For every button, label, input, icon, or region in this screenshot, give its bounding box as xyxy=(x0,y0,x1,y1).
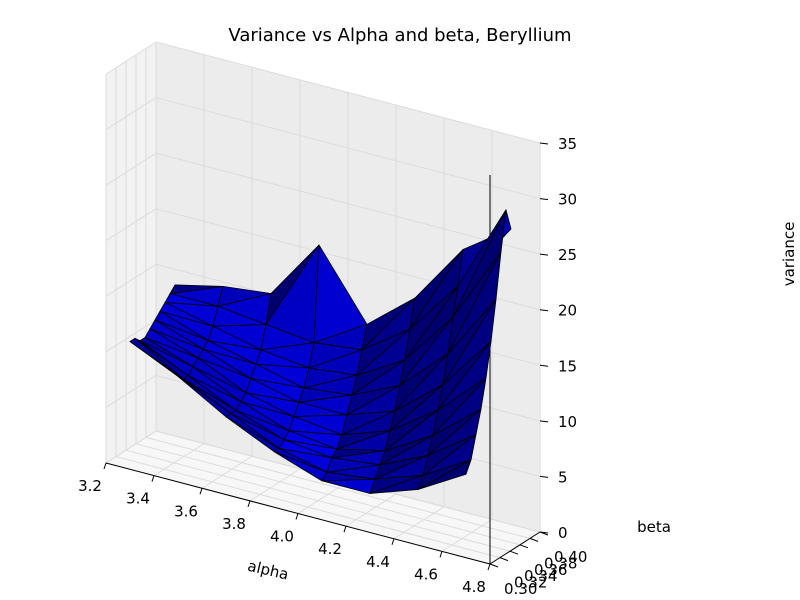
y-tick-mark xyxy=(529,537,539,542)
y-axis-label: beta xyxy=(637,518,671,536)
y-tick-label: 0.40 xyxy=(554,548,587,566)
grid-line xyxy=(105,208,157,242)
grid-line xyxy=(105,41,157,75)
z-tick-label: 35 xyxy=(558,135,577,153)
grid-line xyxy=(105,375,157,408)
surface-facet xyxy=(417,459,472,490)
grid-line xyxy=(135,443,521,546)
surface-plot xyxy=(129,209,512,494)
y-tick-mark xyxy=(509,550,519,555)
z-tick-mark xyxy=(539,531,549,534)
y-tick-mark xyxy=(489,563,499,568)
tick-labels: 3.23.43.63.84.04.24.44.64.8 0.300.320.340… xyxy=(78,135,587,598)
grid-line xyxy=(155,41,541,144)
z-tick-mark xyxy=(539,253,549,256)
left-pane xyxy=(106,42,156,463)
grid-line xyxy=(441,518,493,552)
x-tick-label: 4.0 xyxy=(270,528,294,546)
z-axis-label: variance xyxy=(780,222,798,287)
grid-line xyxy=(153,443,205,477)
grid-line xyxy=(105,97,157,130)
z-tick-mark xyxy=(539,198,549,201)
grid-line xyxy=(249,468,301,502)
z-tick-mark xyxy=(539,364,549,367)
y-tick-label: 0.34 xyxy=(524,567,557,585)
x-tick-mark xyxy=(295,513,299,520)
y-axis-line xyxy=(489,531,541,565)
z-tick-mark xyxy=(539,420,549,423)
grid-line xyxy=(201,455,253,489)
x-tick-label: 3.8 xyxy=(222,515,246,533)
x-tick-mark xyxy=(199,488,203,495)
z-tick-mark xyxy=(539,142,549,145)
x-tick-label: 4.4 xyxy=(366,553,390,571)
x-tick-mark xyxy=(391,538,395,545)
grid-line xyxy=(105,430,157,464)
z-tick-label: 30 xyxy=(558,191,577,209)
z-tick-label: 25 xyxy=(558,246,577,264)
y-tick-label: 0.32 xyxy=(514,574,547,592)
x-tick-label: 4.6 xyxy=(414,565,438,583)
grid-line xyxy=(393,506,445,540)
x-tick-label: 3.4 xyxy=(126,490,150,508)
z-tick-mark xyxy=(539,309,549,312)
grid-line xyxy=(155,97,541,200)
y-tick-mark xyxy=(519,544,529,549)
z-tick-label: 15 xyxy=(558,357,577,375)
grid-line xyxy=(145,436,531,539)
z-tick-label: 0 xyxy=(558,524,568,542)
z-tick-label: 5 xyxy=(558,468,568,486)
x-tick-mark xyxy=(487,563,491,571)
z-tick-label: 10 xyxy=(558,413,577,431)
grid-line xyxy=(345,493,397,527)
x-tick-label: 3.2 xyxy=(78,477,102,495)
z-tick-mark xyxy=(539,475,549,478)
x-tick-mark xyxy=(439,551,443,558)
chart-title: Variance vs Alpha and beta, Beryllium xyxy=(228,25,571,46)
x-axis-label: alpha xyxy=(246,557,291,584)
grid-line xyxy=(105,319,157,353)
grid-line xyxy=(155,152,541,255)
grid-line xyxy=(115,456,501,559)
grid-line xyxy=(297,481,349,514)
grid-line xyxy=(105,263,157,297)
x-tick-label: 4.8 xyxy=(462,578,486,596)
x-tick-mark xyxy=(151,475,155,482)
x-tick-label: 4.2 xyxy=(318,540,342,558)
x-tick-mark xyxy=(247,500,251,508)
grid-line xyxy=(125,449,511,552)
x-tick-label: 3.6 xyxy=(174,502,198,520)
y-tick-mark xyxy=(499,557,509,562)
grid-line xyxy=(105,152,157,186)
x-tick-mark xyxy=(103,462,107,470)
z-tick-label: 20 xyxy=(558,302,577,320)
x-tick-mark xyxy=(343,525,347,533)
y-tick-label: 0.30 xyxy=(504,580,537,598)
y-tick-label: 0.38 xyxy=(544,554,577,572)
y-tick-label: 0.36 xyxy=(534,561,567,579)
